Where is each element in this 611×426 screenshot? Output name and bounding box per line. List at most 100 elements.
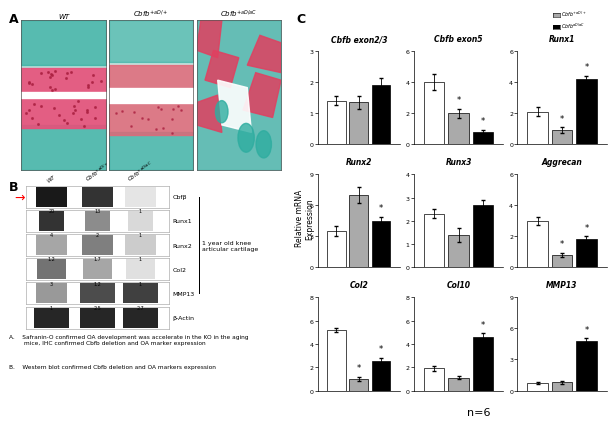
Bar [527,112,548,145]
Bar [327,330,346,391]
Text: *: * [584,325,588,334]
Bar [349,196,368,268]
Bar [527,222,548,268]
Bar [34,308,70,328]
Text: →: → [15,191,25,204]
Text: $Cbfb^{aD/aC}$: $Cbfb^{aD/aC}$ [561,22,585,31]
Bar [349,379,368,391]
Bar [527,383,548,391]
Bar [126,260,155,279]
Text: Cbfb$^{+aD/aC}$: Cbfb$^{+aD/aC}$ [126,158,155,183]
Text: *: * [357,364,361,373]
Bar [552,256,572,268]
Text: 1: 1 [139,257,142,262]
Text: 13: 13 [94,209,101,213]
Polygon shape [205,51,239,89]
Bar [35,236,67,255]
Bar [372,86,390,145]
Bar [79,308,115,328]
Text: Col2: Col2 [349,281,368,290]
Text: Runx3: Runx3 [445,158,472,167]
Text: 1 year old knee
articular cartilage: 1 year old knee articular cartilage [202,240,258,251]
Text: 4: 4 [50,233,53,238]
Bar [37,260,66,279]
Text: 2.7: 2.7 [137,305,144,310]
Text: Col2: Col2 [172,267,186,272]
Text: Cbfb$^{+aD/aC}$: Cbfb$^{+aD/aC}$ [220,9,257,20]
Text: Runx2: Runx2 [346,158,372,167]
Bar [372,222,390,268]
Text: Cbfb exon2/3: Cbfb exon2/3 [331,35,387,44]
Text: *: * [584,223,588,232]
Text: A: A [9,13,19,26]
Text: $Cbfb^{+aD/+}$: $Cbfb^{+aD/+}$ [561,10,586,19]
Text: 1.2: 1.2 [48,257,56,262]
Bar [38,211,64,231]
Bar [473,132,493,145]
Bar [35,187,67,207]
Text: Col10: Col10 [447,281,470,290]
Text: Cbfb$^{+aD/+}$: Cbfb$^{+aD/+}$ [133,9,169,20]
Text: Relative mRNA
Expression: Relative mRNA Expression [295,190,314,247]
Text: 1.7: 1.7 [93,257,101,262]
Polygon shape [197,96,222,133]
Bar [552,131,572,145]
Text: 1: 1 [139,281,142,286]
Bar [123,308,158,328]
Text: 1: 1 [139,233,142,238]
Text: MMP13: MMP13 [546,281,578,290]
Text: n=6: n=6 [467,407,491,417]
Text: *: * [379,345,383,354]
Text: 20: 20 [48,209,54,213]
Text: Cbfb exon5: Cbfb exon5 [434,35,483,44]
Text: Cbfβ: Cbfβ [172,195,187,200]
Bar [424,214,444,268]
Text: 2: 2 [96,233,99,238]
Text: *: * [379,204,383,213]
Bar [552,383,572,391]
Bar [327,232,346,268]
Text: Runx1: Runx1 [172,219,192,224]
Bar [424,368,444,391]
Bar [349,103,368,145]
Bar [82,236,113,255]
Bar [82,187,113,207]
Text: B: B [9,181,19,194]
Bar [125,236,156,255]
Bar [448,114,469,145]
Text: MMP13: MMP13 [172,291,194,296]
Text: A.    Safranin-O confirmed OA development was accelerate in the KO in the aging
: A. Safranin-O confirmed OA development w… [9,334,249,345]
Bar [372,362,390,391]
Text: Runx2: Runx2 [172,243,192,248]
Bar [576,240,596,268]
Bar [576,80,596,145]
Circle shape [238,124,254,153]
Text: *: * [456,96,461,105]
Polygon shape [218,81,252,133]
Bar [327,101,346,145]
Bar [448,378,469,391]
Text: 1.2: 1.2 [93,281,101,286]
Text: *: * [560,114,564,123]
Text: 2.5: 2.5 [93,305,101,310]
Bar [35,284,67,304]
Bar [84,211,111,231]
Bar [125,187,156,207]
Text: Runx1: Runx1 [549,35,575,44]
Text: Aggrecan: Aggrecan [541,158,582,167]
Circle shape [256,131,271,158]
Circle shape [216,101,228,124]
Text: *: * [481,320,485,329]
Text: WT: WT [46,174,57,183]
Polygon shape [243,74,281,118]
Text: *: * [584,63,588,72]
Bar [448,235,469,268]
Text: C: C [296,13,306,26]
Bar [123,284,158,304]
Bar [79,284,115,304]
Text: *: * [560,239,564,248]
Text: 1: 1 [139,209,142,213]
Text: WT: WT [58,14,69,20]
Bar [473,337,493,391]
Bar [83,260,112,279]
